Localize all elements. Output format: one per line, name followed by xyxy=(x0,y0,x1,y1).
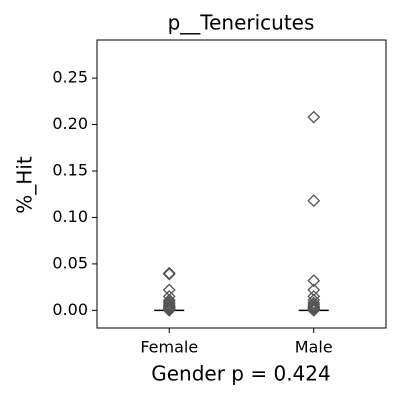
point xyxy=(307,110,321,124)
point xyxy=(162,266,176,280)
point xyxy=(307,274,321,288)
x-tick-label: Male xyxy=(295,338,333,357)
y-tick-label: 0.05 xyxy=(52,253,88,272)
point xyxy=(162,299,176,313)
y-tick-label: 0.25 xyxy=(52,68,88,87)
point xyxy=(162,295,176,309)
point xyxy=(307,298,321,312)
point xyxy=(307,303,321,317)
point xyxy=(307,194,321,208)
y-tick-label: 0.10 xyxy=(52,207,88,226)
point xyxy=(307,296,321,310)
y-axis-label: %_Hit xyxy=(13,156,37,214)
x-tick-label: Female xyxy=(140,338,198,357)
point xyxy=(162,267,176,281)
plot-frame xyxy=(96,39,387,329)
point xyxy=(162,303,176,317)
y-tick-label: 0.20 xyxy=(52,114,88,133)
y-tick-label: 0.00 xyxy=(52,300,88,319)
point xyxy=(162,297,176,311)
y-tick-label: 0.15 xyxy=(52,160,88,179)
point xyxy=(307,302,321,315)
point xyxy=(162,302,176,315)
point xyxy=(307,300,321,314)
point xyxy=(307,301,321,314)
point xyxy=(162,300,176,314)
chart-title: p__Tenericutes xyxy=(168,11,315,35)
x-axis-label: Gender p = 0.424 xyxy=(151,362,330,386)
point xyxy=(162,301,176,314)
